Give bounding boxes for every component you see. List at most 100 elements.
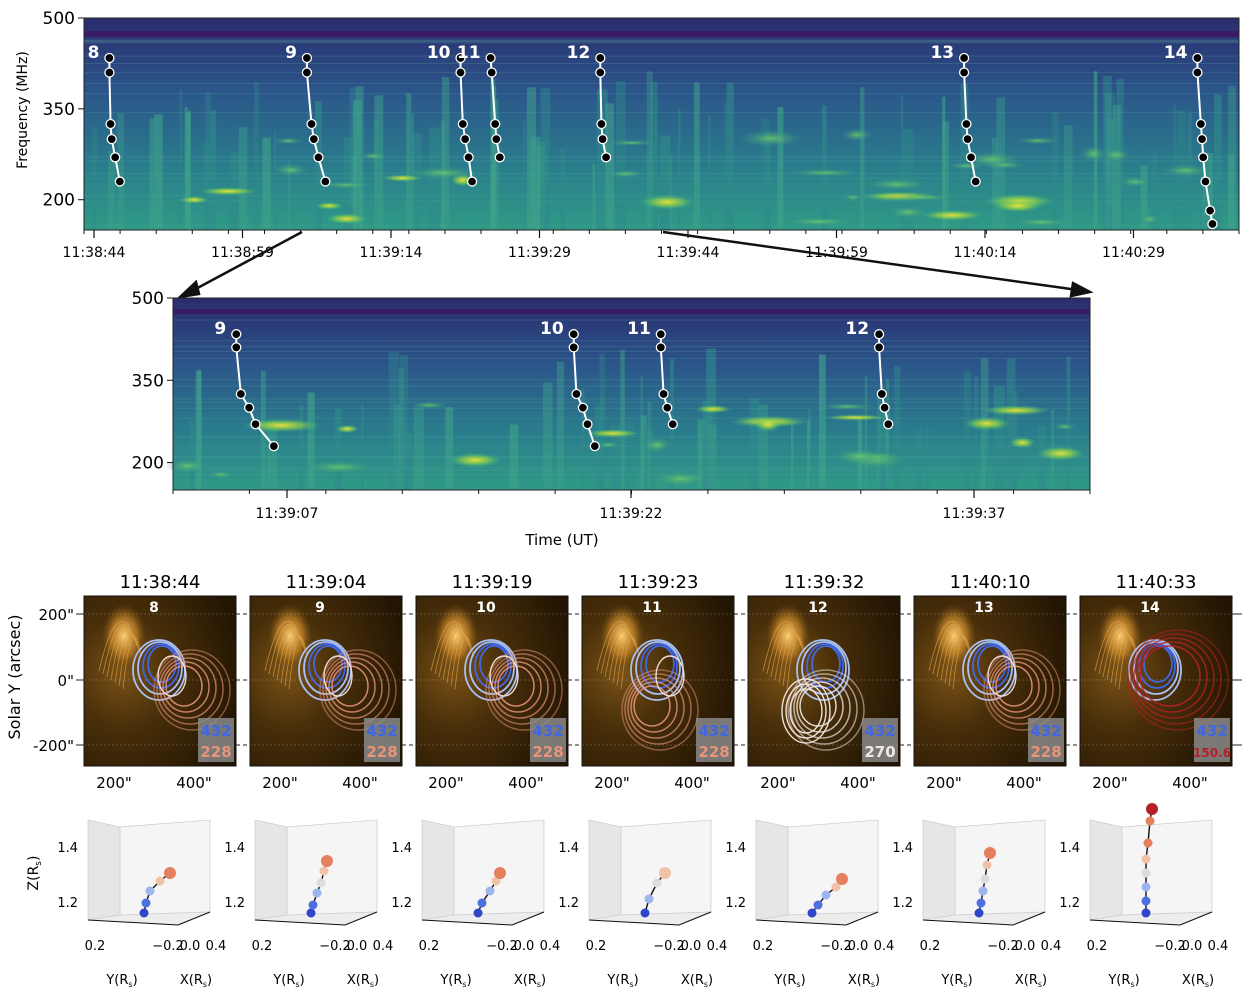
spectrogram-zoom-streak xyxy=(1037,426,1047,490)
spectrogram-zoom-emission xyxy=(694,405,732,414)
contour-ring xyxy=(1130,633,1222,725)
y-tick-label: 500 xyxy=(43,9,75,29)
x-tick-label: 400" xyxy=(342,774,378,792)
trajectory-panel: 1.4 1.2 0.2 −0.20.0 0.4 Y(Rs) X(Rs) xyxy=(558,819,728,989)
x-tick-label: 11:40:14 xyxy=(954,245,1017,261)
coronal-loop xyxy=(268,623,298,675)
y-tick-label: 500 xyxy=(132,289,164,309)
burst-point xyxy=(962,133,973,145)
x-tick-label: 200" xyxy=(1092,774,1128,792)
trajectory-point xyxy=(974,908,984,918)
axis-line xyxy=(588,919,680,926)
frame-time: 11:40:33 xyxy=(1116,572,1197,593)
x-tick-label: 0.0 xyxy=(1015,939,1036,954)
burst-point xyxy=(231,329,242,340)
contour-ring xyxy=(655,655,685,697)
spectrogram-top-streak xyxy=(153,114,163,230)
spectrogram-zoom-streak xyxy=(864,375,868,490)
burst-point xyxy=(106,133,117,145)
burst-point xyxy=(301,67,313,78)
spectrogram-top-emission xyxy=(887,205,929,220)
spectrogram-top-streak xyxy=(538,141,547,230)
spectrogram-zoom-emission xyxy=(242,418,322,433)
euv-frame: 11:40:33 14 432 150.6 200" 400" xyxy=(1079,572,1242,792)
spectrogram-zoom-streak xyxy=(393,404,401,490)
y-tick-label: 0.2 xyxy=(920,939,941,954)
side-wall xyxy=(286,819,378,916)
spectrogram-top-streak xyxy=(523,120,526,230)
spectrogram-top-emission xyxy=(737,129,805,148)
contour-ring xyxy=(811,645,841,683)
trajectory-point xyxy=(1141,854,1151,864)
x-tick-label: 11:39:14 xyxy=(360,245,423,261)
freq-lo-label: 150.6 xyxy=(1193,746,1231,760)
x-tick-label: 400" xyxy=(176,774,212,792)
trajectory-point xyxy=(491,876,501,886)
coronal-loop xyxy=(600,623,630,675)
spectrogram-zoom-streak xyxy=(925,427,930,490)
burst-point xyxy=(958,67,970,78)
y-axis-name: Y(Rs) xyxy=(272,973,304,989)
axis-line xyxy=(511,911,545,926)
euv-frame: 11:39:23 11 432 228 200" 400" xyxy=(581,572,748,792)
spectrogram-zoom-emission xyxy=(963,416,1011,431)
solar-y-axis-label: Solar Y (arcsec) xyxy=(5,614,24,739)
contour-ring xyxy=(790,673,858,745)
burst-point xyxy=(1192,67,1203,78)
y-tick-label: 350 xyxy=(132,371,164,391)
axis-line xyxy=(1012,911,1046,926)
burst-point xyxy=(1198,152,1209,163)
spectrogram-top-streak xyxy=(441,77,450,230)
spectrogram-top-emission xyxy=(273,137,304,145)
axis-line xyxy=(922,919,1014,926)
y-axis-name: Y(Rs) xyxy=(940,973,972,989)
spectrogram-zoom-streak xyxy=(640,375,643,490)
spectrogram-top-streak xyxy=(1109,94,1116,230)
burst-point xyxy=(250,419,261,430)
x-tick-label: 0.4 xyxy=(373,939,394,954)
y-axis-name: Y(Rs) xyxy=(1107,973,1139,989)
contour-ring xyxy=(489,655,519,697)
spectrogram-top-streak xyxy=(1112,105,1121,230)
axis-line xyxy=(344,911,378,926)
zoom-arrow-left xyxy=(189,230,303,294)
burst-point xyxy=(243,402,255,413)
contour-ring xyxy=(1143,645,1173,683)
contour-ring xyxy=(157,655,187,697)
euv-frame: 11:40:10 13 432 228 200" 400" xyxy=(913,572,1080,792)
spectrogram-top-streak xyxy=(526,87,537,230)
trajectory-line xyxy=(644,872,666,914)
spectrogram-top-axes: 500 350 200 11:38:44 11:38:59 11:39:14 11:39:2… xyxy=(43,9,1240,261)
spectrogram-zoom-streak xyxy=(624,421,635,490)
spectrogram-zoom-streak xyxy=(611,425,623,490)
side-wall xyxy=(1121,819,1213,916)
burst-point xyxy=(320,176,331,187)
spectrogram-top-hline xyxy=(84,42,1239,44)
frame-time: 11:39:32 xyxy=(784,572,865,593)
z-tick-label: 1.2 xyxy=(892,896,913,911)
euv-image-row: Solar Y (arcsec) 11:38:44 8 432 228 200" 400"… xyxy=(5,572,1242,792)
coronal-loop xyxy=(118,634,140,687)
x-tick-label: 0.4 xyxy=(707,939,728,954)
y-axis-name: Y(Rs) xyxy=(439,973,471,989)
spectrogram-zoom-streak xyxy=(757,404,769,490)
frame-time: 11:38:44 xyxy=(120,572,201,593)
spectrogram-zoom-streak xyxy=(790,422,794,490)
trajectory-point xyxy=(141,898,151,908)
burst-number: 9 xyxy=(285,43,297,63)
x-axis-name: X(Rs) xyxy=(514,973,546,989)
y-tick-label: 0" xyxy=(58,672,74,690)
spectrogram-zoom-hline xyxy=(173,407,1090,409)
3d-trajectory-row: Z(Rs) 1.41.20.2 −0.20.0 0.4Y(Rs) X(Rs)1.41.… xyxy=(26,803,1228,989)
freq-hi-label: 432 xyxy=(864,722,895,740)
burst-point xyxy=(301,52,313,64)
spectrogram-top-streak xyxy=(373,119,380,230)
burst-point xyxy=(961,118,972,130)
spectrogram-zoom-hline xyxy=(173,467,1090,469)
spectrogram-top-streak xyxy=(650,82,658,230)
spectrogram-top-streak xyxy=(765,131,771,230)
spectrogram-top-bursts: 8 9 10 11 12 13 14 xyxy=(88,43,1218,230)
spectrogram-zoom-streak xyxy=(882,409,890,490)
trajectory-panel: 1.4 1.2 0.2 −0.20.0 0.4 Y(Rs) X(Rs) xyxy=(725,819,894,989)
burst-number: 11 xyxy=(627,319,651,339)
